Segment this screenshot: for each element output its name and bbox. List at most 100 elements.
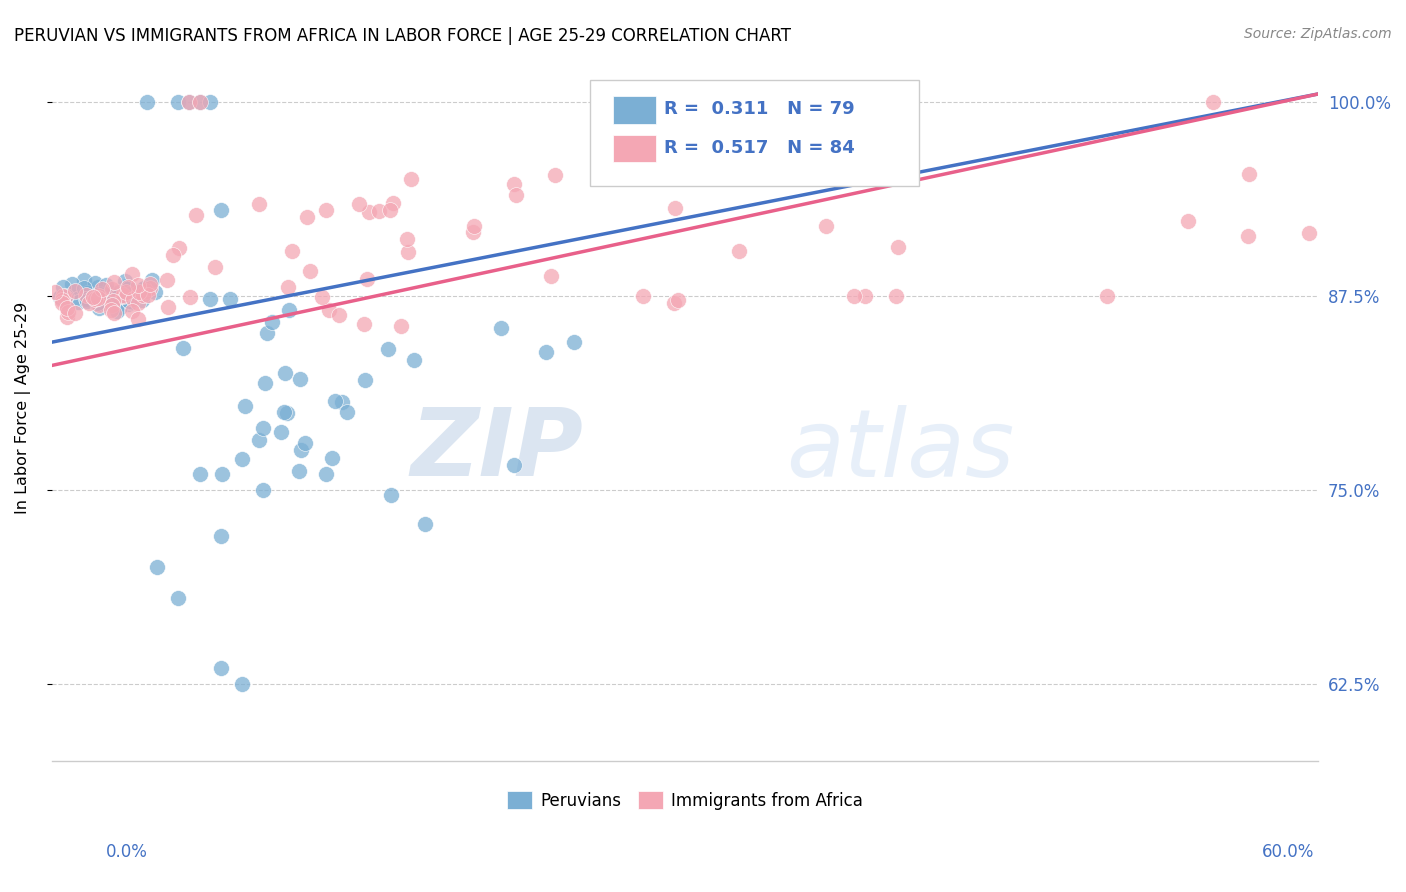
Point: [51, 296, 73, 310]
Point: [66, 294, 89, 309]
Point: [247, 196, 270, 211]
Point: [666, 293, 689, 307]
Point: [63, 306, 86, 320]
Point: [461, 225, 484, 239]
Point: [368, 204, 391, 219]
Point: [172, 341, 194, 355]
Point: [87, 301, 110, 315]
Text: 0.0%: 0.0%: [105, 843, 148, 861]
Point: [73, 281, 96, 295]
Point: [51, 293, 73, 308]
Point: [347, 197, 370, 211]
Point: [204, 260, 226, 274]
Point: [103, 294, 125, 309]
Point: [188, 95, 211, 109]
Point: [135, 95, 157, 109]
Point: [122, 292, 145, 306]
Point: [44, 285, 66, 299]
Point: [86, 279, 108, 293]
Point: [75, 292, 97, 306]
Point: [503, 177, 526, 191]
Point: [146, 560, 169, 574]
Point: [540, 268, 562, 283]
Point: [290, 442, 312, 457]
Point: [318, 303, 340, 318]
Point: [62, 285, 84, 299]
Point: [1239, 167, 1261, 181]
Point: [620, 164, 643, 178]
Point: [336, 405, 359, 419]
Point: [218, 292, 240, 306]
Point: [277, 280, 299, 294]
Text: atlas: atlas: [786, 405, 1015, 496]
Point: [377, 342, 399, 356]
Point: [132, 281, 155, 295]
Point: [162, 248, 184, 262]
Point: [815, 219, 838, 233]
Point: [330, 395, 353, 409]
Point: [80, 292, 103, 306]
Point: [114, 274, 136, 288]
Point: [252, 420, 274, 434]
Point: [209, 203, 232, 218]
Point: [231, 676, 253, 690]
FancyBboxPatch shape: [613, 96, 657, 124]
Point: [60, 277, 83, 292]
Point: [87, 293, 110, 307]
Point: [380, 488, 402, 502]
Point: [209, 661, 232, 675]
Point: [79, 292, 101, 306]
Text: Source: ZipAtlas.com: Source: ZipAtlas.com: [1244, 27, 1392, 41]
Point: [72, 273, 94, 287]
Point: [491, 320, 513, 334]
Point: [463, 219, 485, 233]
FancyBboxPatch shape: [613, 135, 657, 162]
Point: [135, 284, 157, 298]
Point: [353, 318, 375, 332]
Point: [117, 280, 139, 294]
Point: [887, 239, 910, 253]
Point: [66, 290, 89, 304]
Point: [188, 467, 211, 481]
Point: [321, 451, 343, 466]
Point: [188, 95, 211, 109]
Point: [884, 288, 907, 302]
Point: [562, 335, 585, 350]
Point: [270, 425, 292, 439]
Point: [93, 283, 115, 297]
Point: [108, 300, 131, 314]
Point: [396, 244, 419, 259]
Point: [328, 309, 350, 323]
Point: [287, 465, 309, 479]
Point: [662, 296, 685, 310]
Point: [378, 203, 401, 218]
Point: [295, 210, 318, 224]
Point: [52, 289, 75, 303]
Point: [136, 288, 159, 302]
Point: [101, 282, 124, 296]
Point: [121, 267, 143, 281]
Point: [82, 290, 104, 304]
Point: [49, 290, 72, 304]
Point: [534, 345, 557, 359]
Point: [315, 467, 337, 481]
Point: [127, 296, 149, 310]
Point: [55, 288, 77, 302]
Point: [281, 244, 304, 259]
Point: [273, 366, 295, 380]
Point: [89, 298, 111, 312]
Point: [103, 306, 125, 320]
Point: [209, 529, 232, 543]
Point: [87, 291, 110, 305]
Point: [131, 293, 153, 307]
Point: [97, 285, 120, 299]
Point: [247, 433, 270, 447]
Text: ZIP: ZIP: [411, 404, 583, 497]
Point: [395, 232, 418, 246]
Point: [855, 289, 877, 303]
Point: [231, 451, 253, 466]
Point: [115, 278, 138, 293]
Point: [167, 591, 190, 606]
Text: R =  0.517   N = 84: R = 0.517 N = 84: [664, 139, 855, 157]
Point: [120, 294, 142, 309]
